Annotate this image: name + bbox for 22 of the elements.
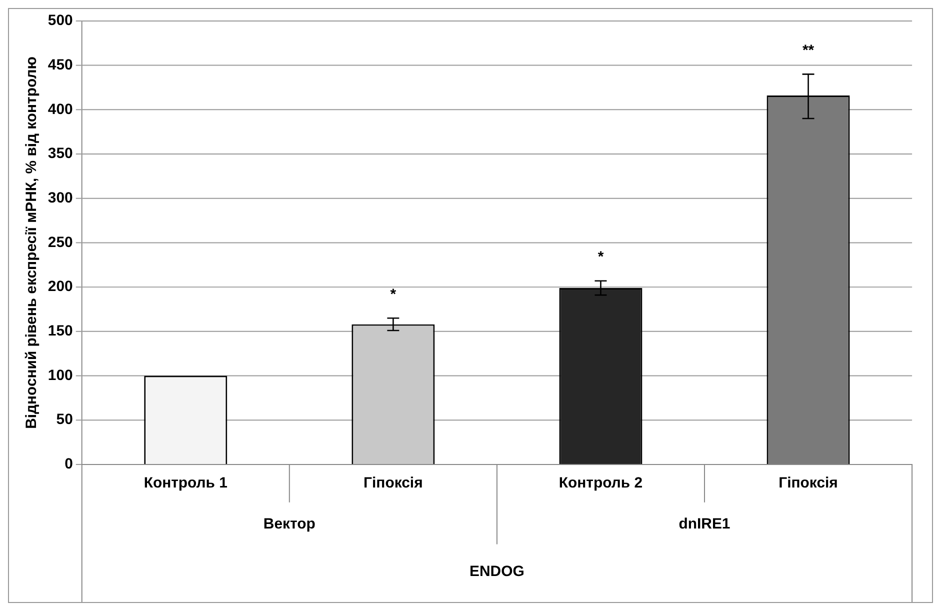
y-tick-label: 0 [64,456,73,473]
data-label: * [390,286,396,303]
y-tick-label: 300 [48,189,73,206]
text: dnIRE1 [678,515,730,532]
y-tick-label: 500 [48,12,73,30]
y-tick-label: 400 [48,100,73,118]
y-tick-label: 50 [56,411,73,428]
x-tick-label: Гіпоксія [778,474,838,492]
x-axis-title: ENDOG [470,563,524,580]
data-label: * [598,248,604,266]
y-tick-label: 450 [48,56,73,74]
y-tick-label: 350 [48,145,73,162]
y-tick-label: 100 [48,366,73,384]
data-label: ** [802,42,814,59]
y-tick-label: 250 [48,234,73,251]
text: Вектор [263,515,316,532]
x-tick-label: Гіпоксія [364,474,423,492]
y-axis-title: Відносний рівень експресії мРНК, % від контролю [23,56,40,429]
x-tick-label: Контроль 2 [558,474,643,492]
x-tick-label: Контроль 1 [144,474,228,492]
y-tick-label: 200 [48,278,73,296]
y-tick-label: 150 [48,322,73,340]
